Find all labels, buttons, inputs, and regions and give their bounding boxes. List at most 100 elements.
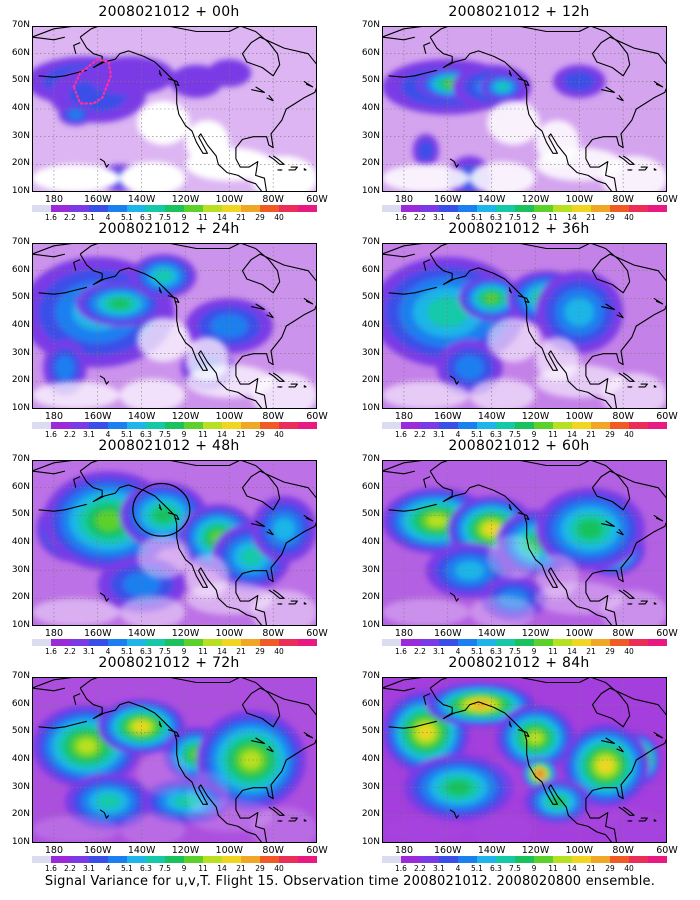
- longitude-label: 180: [394, 845, 413, 856]
- coastline: [627, 820, 633, 822]
- colorbar: [382, 422, 667, 429]
- coastline: [251, 520, 265, 527]
- latitude-label: 20N: [11, 809, 30, 820]
- colorbar-swatch: [203, 422, 222, 429]
- low-variance-area: [137, 100, 190, 145]
- colorbar: [382, 205, 667, 212]
- low-variance-area: [382, 164, 470, 192]
- panel-title: 2008021012 + 48h: [98, 438, 240, 454]
- colorbar-label: 40: [274, 647, 284, 656]
- variance-contour: [417, 140, 434, 161]
- coastline: [388, 720, 437, 729]
- colorbar-swatch: [458, 422, 477, 429]
- colorbar-swatch: [127, 205, 146, 212]
- map-frame: [382, 26, 667, 192]
- coastline: [449, 375, 460, 385]
- colorbar-label: 7.5: [509, 430, 521, 439]
- colorbar-swatch: [89, 639, 108, 646]
- colorbar-label: 11: [198, 864, 208, 873]
- colorbar-label: 3.1: [83, 647, 95, 656]
- map-area: [32, 677, 317, 843]
- coastline: [73, 42, 81, 54]
- colorbar-label: 7.5: [159, 864, 171, 873]
- colorbar-label: 6.3: [490, 213, 502, 222]
- coastline: [73, 259, 81, 271]
- colorbar-swatch: [496, 422, 515, 429]
- map-panel: 2008021012 + 12h 70N 60N 50N 40N 30N 20N 10N 180…: [350, 4, 686, 222]
- colorbar-swatch: [496, 205, 515, 212]
- map-svg: [32, 677, 317, 843]
- longitude-label: 60W: [656, 845, 678, 856]
- coastline: [303, 819, 307, 822]
- longitude-label: 120W: [521, 845, 550, 856]
- coastline: [449, 592, 460, 602]
- colorbar-label: 1.6: [45, 864, 57, 873]
- colorbar: [382, 856, 667, 863]
- coastline: [277, 386, 283, 388]
- coastline: [303, 168, 307, 171]
- coastline: [268, 372, 285, 382]
- coastline: [266, 528, 274, 536]
- coastline: [517, 512, 530, 521]
- colorbar-label: 2.2: [414, 430, 426, 439]
- colorbar-swatch: [610, 205, 629, 212]
- colorbar-swatch: [534, 856, 553, 863]
- colorbar-swatch: [477, 639, 496, 646]
- colorbar-swatch: [458, 205, 477, 212]
- latitude-label: 70N: [11, 20, 30, 30]
- longitude-label: 120W: [171, 411, 200, 422]
- target-region-circle: [132, 482, 191, 537]
- longitude-label: 60W: [656, 628, 678, 639]
- colorbar-label: 21: [236, 647, 246, 656]
- map-area: [382, 243, 667, 409]
- colorbar-swatch: [184, 205, 203, 212]
- latitude-label: 60N: [361, 47, 380, 58]
- colorbar-swatch: [241, 205, 260, 212]
- colorbar-swatch: [648, 422, 667, 429]
- low-variance-area: [251, 807, 317, 843]
- colorbar-swatch: [382, 856, 401, 863]
- colorbar-swatch: [420, 422, 439, 429]
- colorbar-swatch: [184, 639, 203, 646]
- colorbar-label: 4: [105, 647, 111, 656]
- colorbar-swatch: [146, 639, 165, 646]
- colorbar-label: 6.3: [140, 430, 152, 439]
- low-variance-area: [32, 164, 120, 192]
- low-variance-area: [32, 598, 120, 626]
- latitude-label: 30N: [361, 781, 380, 792]
- colorbar-swatch: [534, 422, 553, 429]
- coastline: [627, 603, 633, 605]
- coastline: [423, 476, 431, 488]
- colorbar-label: 7.5: [159, 430, 171, 439]
- colorbar-label: 9: [181, 864, 187, 873]
- latitude-label: 70N: [11, 237, 30, 247]
- coastline: [638, 383, 648, 388]
- map-frame: [382, 677, 667, 843]
- coastline: [388, 69, 437, 78]
- colorbar-label: 11: [198, 647, 208, 656]
- colorbar-label: 21: [236, 213, 246, 222]
- panel-title: 2008021012 + 00h: [98, 4, 240, 20]
- colorbar-swatch: [203, 205, 222, 212]
- longitude-label: 160W: [84, 194, 112, 205]
- coastline: [303, 514, 314, 522]
- colorbar-label: 3.1: [433, 864, 445, 873]
- coastline: [449, 158, 460, 168]
- colorbar-label: 9: [181, 430, 187, 439]
- colorbar-label: 14: [217, 430, 227, 439]
- map-area: [382, 677, 667, 843]
- colorbar-swatch: [629, 205, 648, 212]
- colorbar-swatch: [165, 422, 184, 429]
- panel-title: 2008021012 + 60h: [448, 438, 590, 454]
- colorbar-swatch: [648, 639, 667, 646]
- coastline: [653, 385, 657, 388]
- colorbar-swatch: [108, 205, 127, 212]
- colorbar-label: 29: [255, 213, 265, 222]
- colorbar-label: 9: [531, 213, 537, 222]
- colorbar-label: 5.1: [471, 213, 483, 222]
- longitude-label: 180: [394, 194, 413, 205]
- longitude-label: 60W: [306, 411, 328, 422]
- coastline: [268, 589, 285, 599]
- colorbar-swatch: [127, 639, 146, 646]
- longitude-label: 60W: [306, 628, 328, 639]
